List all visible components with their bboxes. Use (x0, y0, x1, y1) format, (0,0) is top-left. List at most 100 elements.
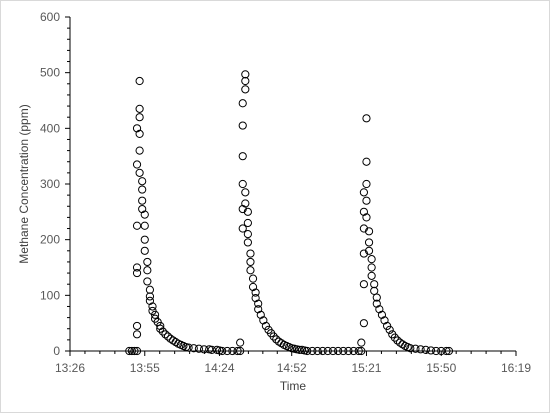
data-point (380, 316, 389, 325)
data-point (241, 188, 250, 197)
y-tick-label: 300 (40, 177, 60, 191)
data-point (169, 336, 178, 345)
data-point (161, 330, 170, 339)
data-point (406, 344, 415, 353)
data-point (135, 129, 144, 138)
data-point (272, 335, 281, 344)
data-point (359, 207, 368, 216)
data-point (140, 246, 149, 255)
data-point (364, 238, 374, 247)
y-tick-label: 200 (40, 233, 60, 247)
x-tick-label: 16:19 (501, 361, 531, 375)
data-point (238, 204, 247, 214)
data-point (189, 344, 198, 353)
data-point (362, 179, 371, 189)
data-point (248, 282, 258, 292)
data-point (158, 327, 167, 336)
data-point (411, 344, 420, 353)
data-point (398, 340, 407, 349)
data-point (370, 280, 379, 289)
data-point (156, 321, 165, 331)
data-point (132, 263, 142, 272)
data-point (372, 299, 381, 308)
data-point (362, 213, 371, 222)
data-point (385, 325, 394, 334)
data-point (143, 277, 152, 286)
y-tick-label: 0 (53, 344, 60, 358)
data-point (143, 257, 152, 267)
data-point (359, 319, 368, 328)
data-point (140, 210, 149, 219)
data-point (243, 218, 252, 228)
data-point (243, 238, 252, 247)
data-point (236, 338, 245, 347)
data-point (377, 310, 387, 319)
data-point (359, 224, 368, 233)
data-point (362, 157, 371, 166)
data-point (251, 288, 260, 297)
data-point (372, 293, 381, 302)
data-point (416, 345, 425, 354)
data-point (135, 76, 144, 86)
data-point (241, 76, 250, 86)
data-point (241, 70, 250, 79)
data-point (132, 124, 142, 133)
x-tick-label: 13:55 (130, 361, 160, 375)
data-point (241, 85, 250, 94)
data-point (254, 299, 263, 308)
x-tick-label: 14:52 (277, 361, 307, 375)
data-point (135, 113, 144, 122)
data-point (375, 305, 384, 314)
data-point (390, 333, 399, 342)
data-point (145, 292, 155, 301)
data-point (357, 338, 366, 347)
data-point (132, 321, 142, 331)
data-point (156, 324, 165, 333)
y-tick-label: 600 (40, 10, 60, 24)
data-point (370, 286, 379, 295)
data-point (138, 185, 147, 194)
data-point (254, 305, 263, 314)
data-point (150, 310, 160, 319)
data-point (132, 160, 142, 169)
data-point (140, 235, 149, 244)
data-point (269, 332, 278, 341)
x-tick-label: 15:50 (426, 361, 456, 375)
data-point (163, 332, 173, 341)
data-point (238, 224, 247, 233)
data-point (359, 280, 368, 289)
y-tick-label: 100 (40, 288, 60, 302)
data-point (259, 316, 268, 325)
data-point (421, 345, 430, 354)
data-point (238, 121, 247, 130)
data-point (246, 257, 255, 267)
data-point (135, 146, 144, 155)
x-tick-label: 14:24 (205, 361, 235, 375)
data-point (256, 310, 265, 319)
x-tick-label: 13:26 (55, 361, 85, 375)
data-point (138, 204, 147, 214)
data-point (367, 271, 376, 280)
data-point (132, 330, 142, 339)
points-layer (125, 70, 454, 356)
axes-layer (69, 17, 516, 352)
y-axis-title: Methane Concentration (ppm) (17, 104, 31, 263)
data-point (145, 285, 155, 294)
data-point (364, 246, 374, 255)
y-tick-label: 500 (40, 66, 60, 80)
data-point (148, 302, 157, 311)
data-point (295, 345, 304, 354)
data-point (393, 336, 402, 345)
data-point (277, 339, 286, 348)
data-point (135, 168, 144, 177)
data-point (145, 296, 155, 305)
ticks-layer: 0 100 200 300 400 500 600 13:26 13:55 14:24 14:52 1… (40, 10, 531, 375)
data-point (238, 179, 247, 189)
data-point (243, 207, 252, 216)
data-point (138, 196, 147, 205)
data-point (238, 99, 247, 108)
data-point (362, 114, 371, 123)
x-tick-label: 15:21 (351, 361, 381, 375)
